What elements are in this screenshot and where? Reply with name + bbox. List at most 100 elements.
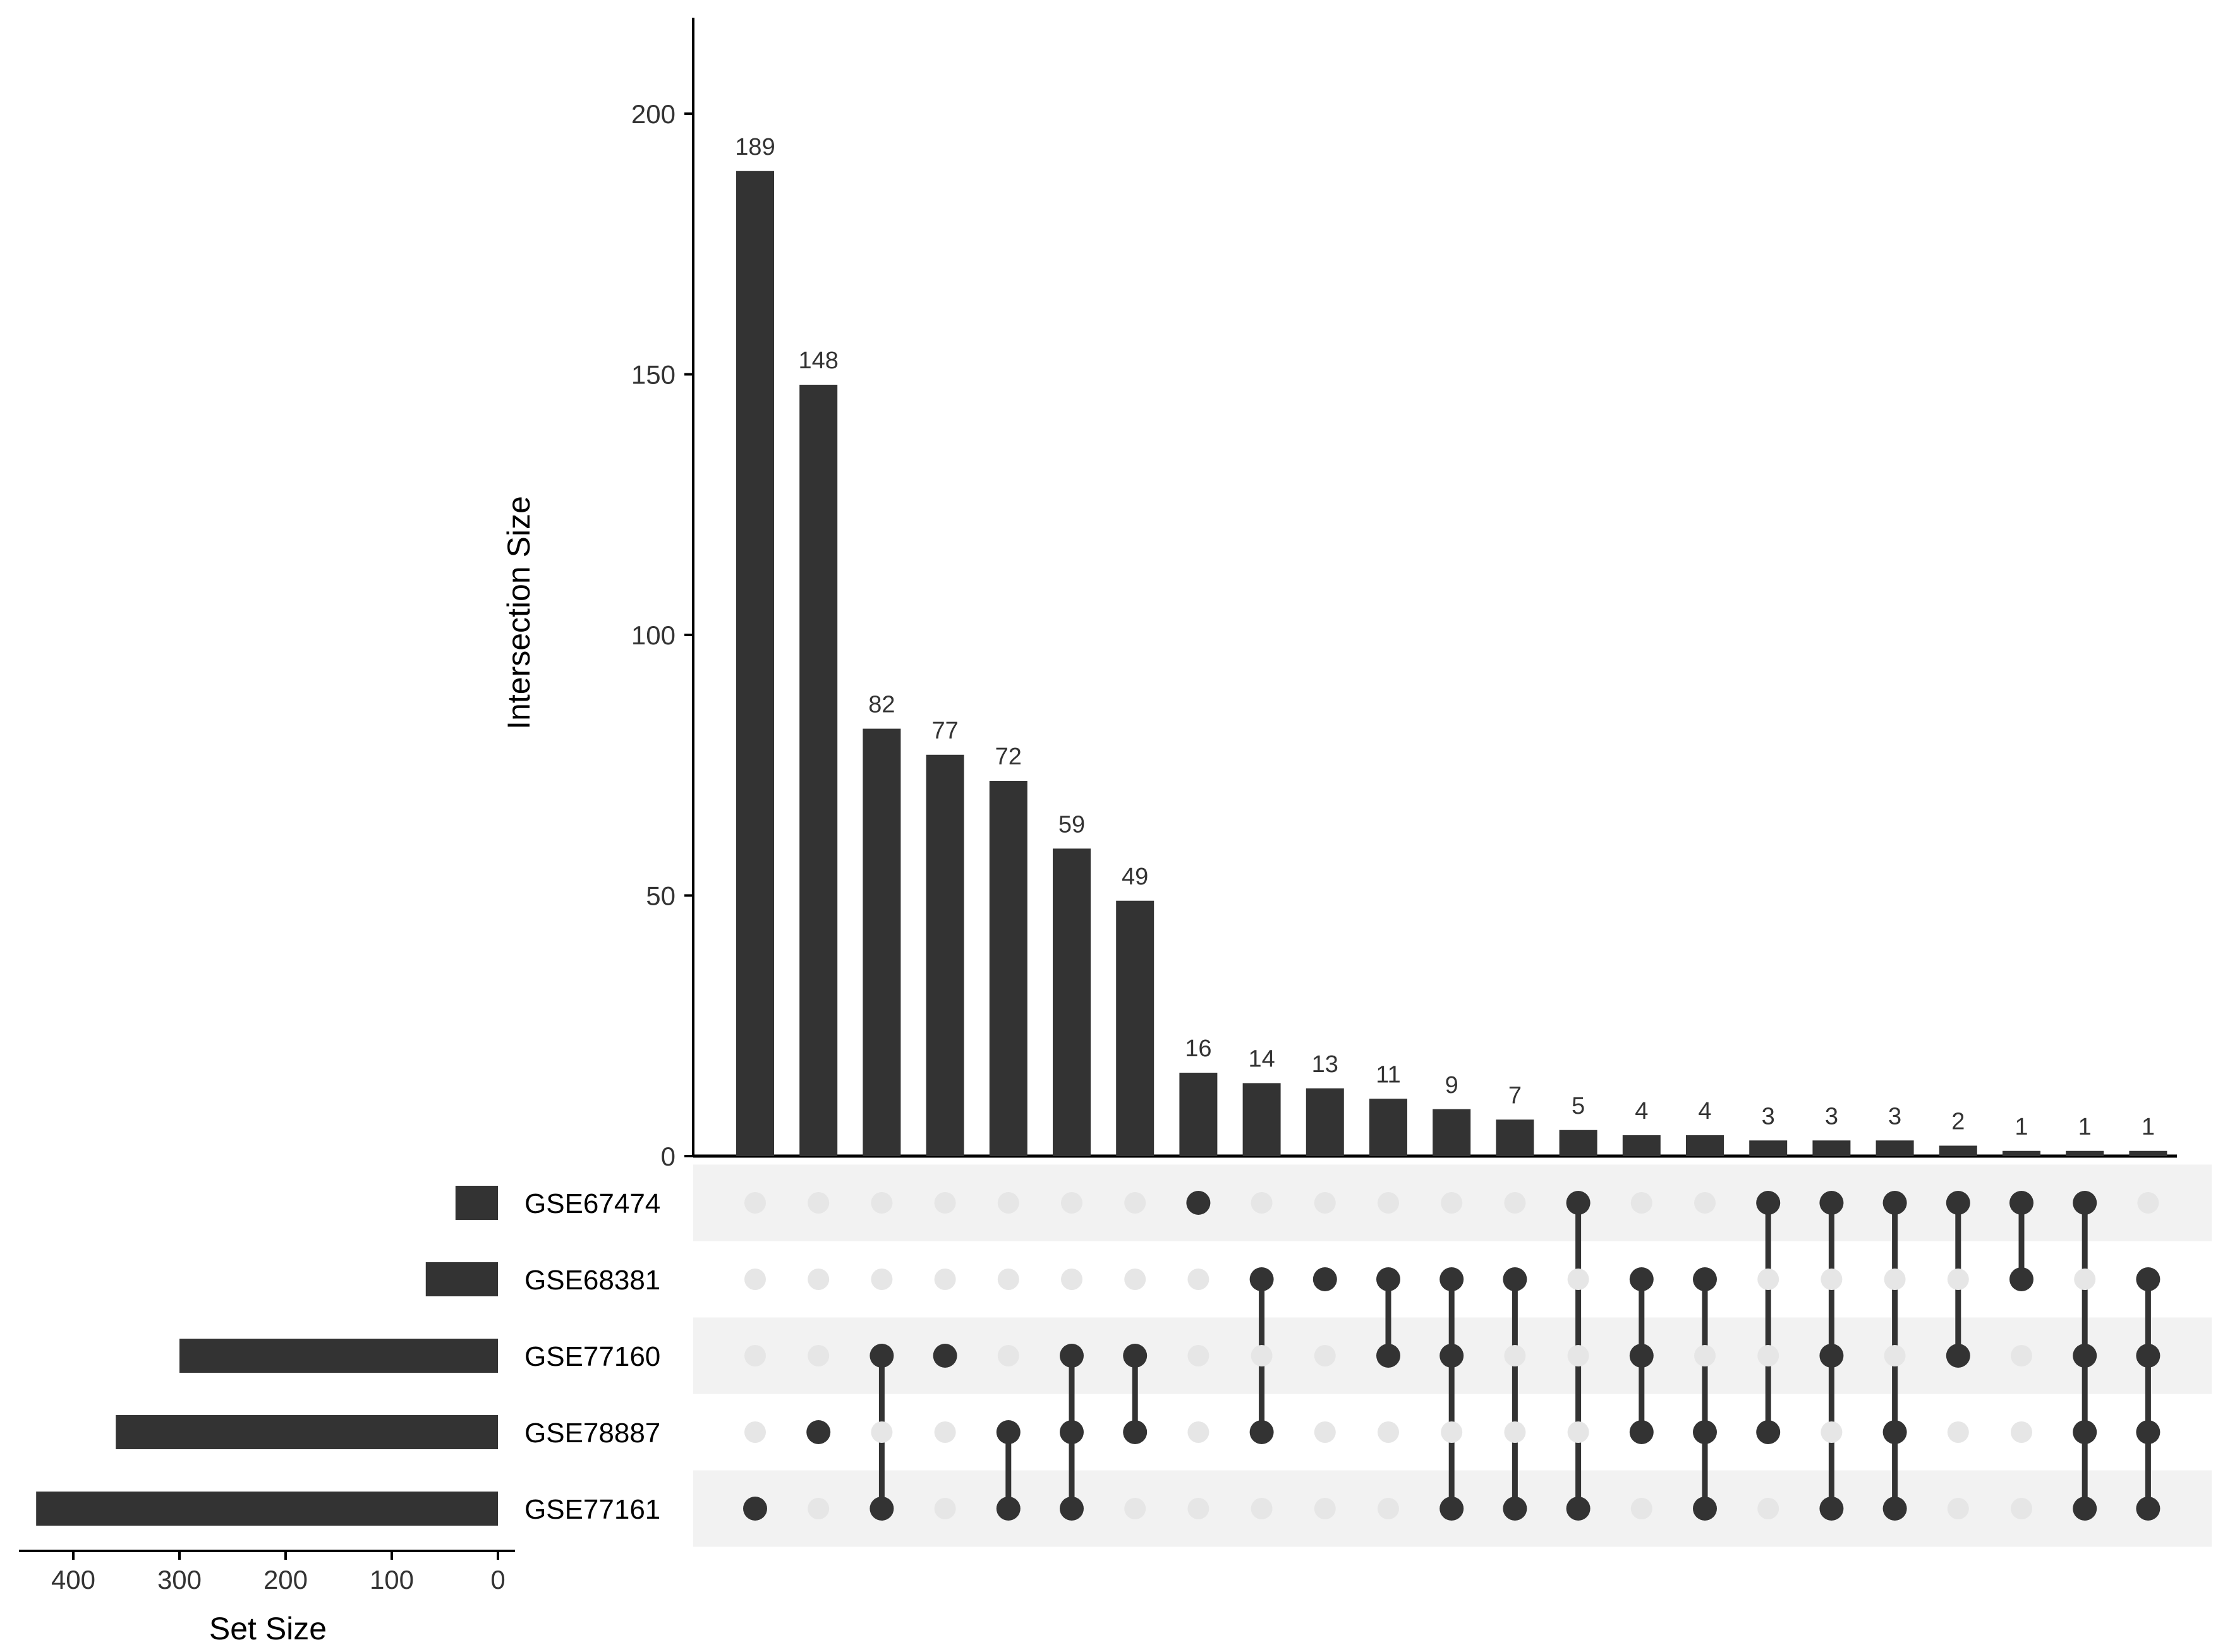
intersection-bar-16 bbox=[1686, 1135, 1724, 1156]
matrix-dot-3-gse78887 bbox=[871, 1421, 893, 1443]
matrix-dot-10-gse78887 bbox=[1314, 1421, 1336, 1443]
matrix-dot-6-gse68381 bbox=[1061, 1269, 1082, 1290]
matrix-dot-15-gse77161 bbox=[1630, 1498, 1652, 1519]
matrix-dot-14-gse68381 bbox=[1567, 1269, 1589, 1290]
intersection-bar-9 bbox=[1242, 1083, 1281, 1156]
matrix-dot-13-gse77161 bbox=[1503, 1497, 1527, 1521]
set-size-tick-label-200: 200 bbox=[264, 1565, 308, 1595]
matrix-dot-8-gse67474 bbox=[1186, 1191, 1211, 1215]
intersection-bar-label-22: 1 bbox=[2078, 1114, 2092, 1140]
matrix-dot-7-gse68381 bbox=[1124, 1269, 1146, 1290]
matrix-dot-17-gse78887 bbox=[1756, 1420, 1781, 1444]
matrix-dot-3-gse67474 bbox=[871, 1192, 893, 1214]
intersection-bar-14 bbox=[1559, 1130, 1597, 1156]
matrix-dot-4-gse78887 bbox=[934, 1421, 956, 1443]
set-size-bar-gse77161 bbox=[36, 1492, 498, 1526]
matrix-dot-6-gse77160 bbox=[1060, 1344, 1084, 1368]
matrix-dot-8-gse77160 bbox=[1187, 1345, 1209, 1366]
intersection-bar-label-10: 13 bbox=[1312, 1051, 1338, 1078]
matrix-dot-21-gse78887 bbox=[2011, 1421, 2032, 1443]
matrix-dot-9-gse77160 bbox=[1251, 1345, 1273, 1366]
matrix-dot-10-gse68381 bbox=[1312, 1267, 1337, 1291]
matrix-dot-5-gse77160 bbox=[997, 1345, 1019, 1366]
intersection-bar-1 bbox=[736, 171, 774, 1156]
matrix-dot-7-gse78887 bbox=[1123, 1420, 1148, 1444]
matrix-dot-20-gse68381 bbox=[1947, 1269, 1969, 1290]
matrix-dot-1-gse68381 bbox=[744, 1269, 766, 1290]
matrix-dot-18-gse77161 bbox=[1819, 1497, 1844, 1521]
intersection-bar-label-21: 1 bbox=[2015, 1114, 2028, 1140]
matrix-dot-17-gse68381 bbox=[1757, 1269, 1779, 1290]
intersection-bar-22 bbox=[2066, 1150, 2104, 1156]
matrix-dot-23-gse67474 bbox=[2137, 1192, 2159, 1214]
matrix-dot-20-gse78887 bbox=[1947, 1421, 1969, 1443]
intersection-bar-label-18: 3 bbox=[1825, 1103, 1838, 1130]
intersection-bar-8 bbox=[1179, 1073, 1218, 1156]
matrix-dot-16-gse67474 bbox=[1694, 1192, 1716, 1214]
set-label-gse78887: GSE78887 bbox=[524, 1418, 660, 1449]
matrix-dot-12-gse78887 bbox=[1441, 1421, 1463, 1443]
matrix-dot-1-gse67474 bbox=[744, 1192, 766, 1214]
intersection-bars bbox=[736, 171, 2167, 1156]
matrix-dot-6-gse67474 bbox=[1061, 1192, 1082, 1214]
set-size-bar-gse67474 bbox=[455, 1186, 498, 1220]
intersection-bar-12 bbox=[1433, 1109, 1471, 1156]
matrix-dot-13-gse77160 bbox=[1504, 1345, 1526, 1366]
intersection-bar-21 bbox=[2003, 1150, 2040, 1156]
intersection-bar-17 bbox=[1749, 1140, 1788, 1156]
matrix-dot-7-gse77161 bbox=[1124, 1498, 1146, 1519]
matrix-dot-11-gse77161 bbox=[1378, 1498, 1399, 1519]
matrix-dot-13-gse68381 bbox=[1503, 1267, 1527, 1291]
intersection-bar-19 bbox=[1876, 1140, 1914, 1156]
matrix-dot-19-gse67474 bbox=[1882, 1191, 1907, 1215]
intersection-bar-label-5: 72 bbox=[995, 744, 1022, 770]
matrix-dot-15-gse68381 bbox=[1629, 1267, 1654, 1291]
matrix-dot-9-gse67474 bbox=[1251, 1192, 1273, 1214]
matrix-dot-2-gse68381 bbox=[808, 1269, 830, 1290]
set-label-gse68381: GSE68381 bbox=[524, 1265, 660, 1296]
matrix-dot-22-gse67474 bbox=[2073, 1191, 2097, 1215]
matrix-dot-17-gse77160 bbox=[1757, 1345, 1779, 1366]
matrix-dot-2-gse77160 bbox=[808, 1345, 830, 1366]
matrix-dot-6-gse78887 bbox=[1060, 1420, 1084, 1444]
set-size-tick-label-300: 300 bbox=[157, 1565, 202, 1595]
matrix-dot-21-gse68381 bbox=[2009, 1267, 2033, 1291]
intersection-bar-4 bbox=[926, 754, 964, 1156]
intersection-bar-label-11: 11 bbox=[1376, 1061, 1400, 1088]
matrix-dot-3-gse77161 bbox=[870, 1497, 894, 1521]
matrix-dot-22-gse68381 bbox=[2074, 1269, 2096, 1290]
intersection-bar-6 bbox=[1053, 848, 1091, 1156]
intersection-bar-10 bbox=[1306, 1088, 1344, 1156]
intersection-bar-label-19: 3 bbox=[1888, 1103, 1901, 1130]
y-tick-label-200: 200 bbox=[631, 99, 676, 129]
set-label-gse67474: GSE67474 bbox=[524, 1188, 660, 1219]
matrix-dot-18-gse67474 bbox=[1819, 1191, 1844, 1215]
y-tick-label-150: 150 bbox=[631, 360, 676, 390]
matrix-dot-15-gse78887 bbox=[1629, 1420, 1654, 1444]
matrix-dot-14-gse77160 bbox=[1567, 1345, 1589, 1366]
matrix-dot-3-gse68381 bbox=[871, 1269, 893, 1290]
matrix-dot-13-gse67474 bbox=[1504, 1192, 1526, 1214]
matrix-dot-19-gse78887 bbox=[1882, 1420, 1907, 1444]
intersection-bar-23 bbox=[2129, 1150, 2167, 1156]
intersection-bar-label-23: 1 bbox=[2142, 1114, 2155, 1140]
intersection-bar-label-6: 59 bbox=[1058, 811, 1085, 838]
matrix-dot-8-gse77161 bbox=[1187, 1498, 1209, 1519]
set-size-tick-label-400: 400 bbox=[51, 1565, 95, 1595]
y-tick-label-100: 100 bbox=[631, 620, 676, 650]
intersection-bar-label-13: 7 bbox=[1508, 1082, 1522, 1109]
matrix-dot-9-gse68381 bbox=[1249, 1267, 1274, 1291]
intersection-bar-5 bbox=[989, 781, 1027, 1156]
matrix-dot-11-gse67474 bbox=[1378, 1192, 1399, 1214]
intersection-bar-label-8: 16 bbox=[1185, 1035, 1211, 1062]
matrix-dot-4-gse77161 bbox=[934, 1498, 956, 1519]
intersection-bar-label-12: 9 bbox=[1445, 1072, 1458, 1099]
matrix-dot-7-gse77160 bbox=[1123, 1344, 1148, 1368]
intersection-bar-label-9: 14 bbox=[1248, 1046, 1275, 1073]
matrix-dot-12-gse68381 bbox=[1439, 1267, 1464, 1291]
matrix-dot-22-gse78887 bbox=[2073, 1420, 2097, 1444]
y-tick-label-0: 0 bbox=[661, 1142, 676, 1171]
matrix-dot-23-gse77161 bbox=[2136, 1497, 2160, 1521]
